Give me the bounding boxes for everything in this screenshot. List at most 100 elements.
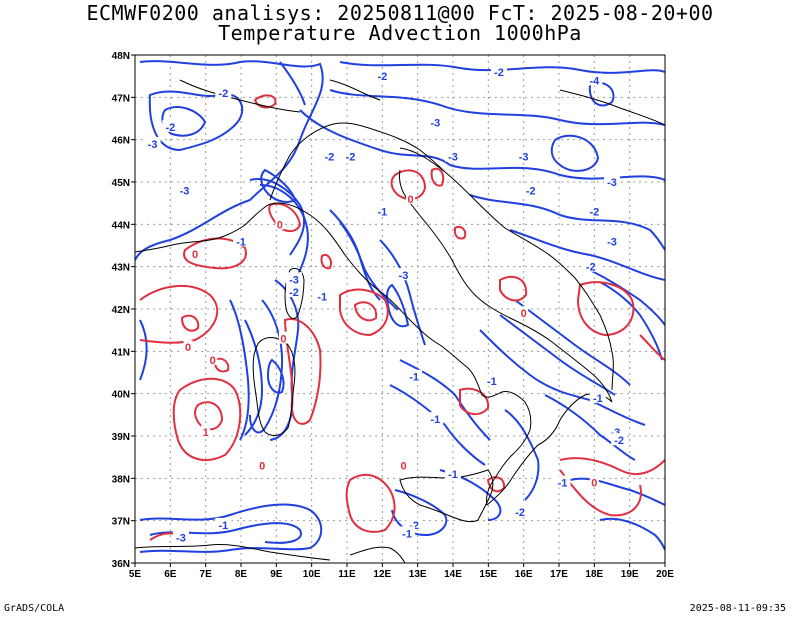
contour-label: -1 [487,376,497,388]
lon-tick-label: 11E [338,569,356,580]
contour-neg [229,299,250,441]
lon-tick-label: 20E [656,569,674,580]
contour-label: -3 [607,236,617,248]
contour-neg [279,61,306,106]
lon-tick-label: 14E [444,569,462,580]
contour-neg [469,194,665,251]
contour-neg [244,319,264,436]
contour-neg [389,384,486,466]
contour-label-bg [275,217,285,230]
contour-neg [148,90,244,152]
contour-label-bg [374,69,391,82]
contour-pos [172,377,242,461]
contour-label: -2 [494,67,504,79]
contour-pos [353,301,378,322]
contour-neg [550,134,600,172]
contour-label: 0 [277,219,283,231]
contour-label-bg [233,234,249,247]
contour-label-bg [427,412,444,425]
footer-software-credit: GrADS/COLA [4,603,65,614]
contour-label-bg [183,340,193,353]
contour-neg [399,359,491,441]
contour-label: -1 [218,520,228,532]
lon-tick-label: 6E [164,569,177,580]
contour-neg [599,517,665,551]
contour-label-bg [342,149,359,162]
contour-neg [379,239,426,346]
coastlines-and-borders [135,79,665,563]
contour-neg [386,283,410,328]
lon-tick-label: 10E [303,569,321,580]
contour-label-bg [215,86,232,99]
contour-neg [589,269,665,326]
contour-label-bg [190,246,200,259]
contour-neg [139,319,148,381]
contour-label-bg [172,530,189,543]
contour-pos [345,473,396,533]
contour-pos [639,334,665,361]
contour-neg [479,329,646,426]
contour-label: 0 [591,478,597,490]
contour-label: -3 [180,185,190,197]
longitude-ticks: 5E 6E 7E 8E 9E 10E 11E 12E 13E 14E 15E 16E 17E 18E 19E… [129,563,674,580]
lat-tick-label: 41N [112,347,130,358]
contour-label: -3 [448,152,458,164]
contour-label-bg [286,272,302,285]
contour-label-bg [162,119,179,132]
france-coastline [135,204,269,253]
contour-label-bg [604,175,620,187]
contour-neg [266,358,285,394]
lat-tick-label: 38N [112,474,130,485]
contour-neg [569,477,665,506]
lon-tick-label: 18E [585,569,603,580]
lat-tick-label: 39N [112,432,130,443]
contour-neg [509,229,665,281]
contour-neg [329,209,381,301]
contour-label: -2 [614,435,624,447]
contour-label-bg [604,234,620,247]
contour-label: -3 [430,118,440,130]
lon-tick-label: 7E [200,569,213,580]
lon-tick-label: 17E [550,569,568,580]
contour-neg [260,168,297,203]
lon-tick-label: 5E [129,569,142,580]
lon-tick-label: 12E [373,569,391,580]
contour-label: -2 [218,88,228,100]
contour-label: -1 [317,291,327,303]
contour-pos [430,167,445,187]
contour-label: 0 [210,355,216,367]
balkan-coastline [444,171,614,391]
contour-label: -1 [558,478,568,490]
contour-label: -2 [377,71,387,83]
north-border [179,79,665,126]
contour-neg [299,109,665,181]
contour-label: -2 [586,262,596,274]
contour-label-bg [589,390,606,403]
contour-neg [544,394,636,461]
contour-label-bg [589,475,599,488]
lon-tick-label: 13E [409,569,427,580]
lat-tick-label: 44N [112,220,130,231]
contour-label-bg [483,373,500,386]
contour-label: -3 [176,533,186,545]
contour-label-bg [445,467,461,480]
lat-tick-label: 47N [112,93,130,104]
contour-label-bg [582,259,599,272]
contour-label-bg [399,526,416,539]
contour-pos [339,288,389,337]
contour-pos [268,202,302,233]
map-title: ECMWF0200 analisys: 20250811@00 FcT: 202… [86,1,714,25]
contour-label: 1 [203,427,209,439]
contour-label-bg [445,149,461,162]
contour-label: 0 [408,194,414,206]
contour-label: -2 [515,507,525,519]
contour-pos [283,318,322,425]
contour-label-bg [399,458,409,471]
contour-label-bg [144,136,161,149]
contour-label-bg [522,183,539,196]
contour-label: 0 [259,461,265,473]
lon-tick-label: 9E [270,569,283,580]
lat-tick-label: 43N [112,263,130,274]
lat-tick-label: 45N [112,178,130,189]
contour-label: -3 [519,152,529,164]
